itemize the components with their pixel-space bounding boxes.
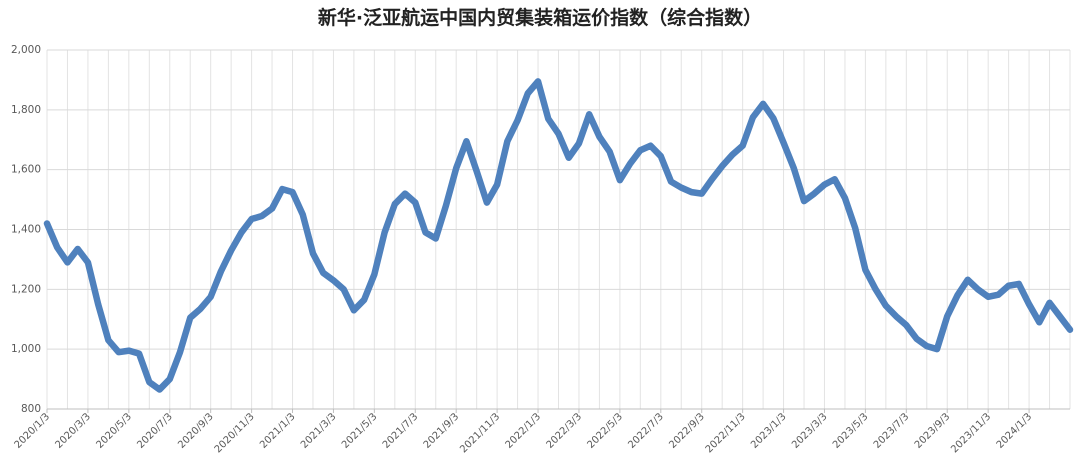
- x-tick-label: 2021/7/3: [381, 411, 421, 451]
- x-tick-label: 2020/1/3: [13, 411, 53, 451]
- y-tick-label: 1,000: [11, 343, 41, 355]
- x-tick-label: 2020/7/3: [135, 411, 175, 451]
- x-tick-label: 2020/3/3: [53, 411, 93, 451]
- x-tick-label: 2021/1/3: [258, 411, 298, 451]
- y-tick-label: 1,400: [11, 224, 41, 236]
- x-tick-label: 2022/11/3: [704, 411, 748, 455]
- data-line: [43, 78, 1074, 393]
- y-tick-label: 1,600: [11, 164, 41, 176]
- x-tick-label: 2021/9/3: [422, 411, 462, 451]
- y-tick-label: 2,000: [11, 44, 41, 56]
- x-tick-label: 2020/11/3: [213, 411, 257, 455]
- chart-title: 新华·泛亚航运中国内贸集装箱运价指数（综合指数）: [318, 6, 762, 29]
- x-tick-label: 2022/3/3: [545, 411, 585, 451]
- x-tick-label: 2023/3/3: [790, 411, 830, 451]
- x-tick-label: 2022/1/3: [504, 411, 544, 451]
- x-tick-label: 2023/1/3: [749, 411, 789, 451]
- x-tick-label: 2020/5/3: [94, 411, 134, 451]
- x-tick-label: 2023/7/3: [872, 411, 912, 451]
- y-tick-label: 800: [21, 403, 41, 415]
- y-tick-label: 1,200: [11, 283, 41, 295]
- x-tick-label: 2023/5/3: [831, 411, 871, 451]
- x-tick-label: 2023/11/3: [949, 411, 993, 455]
- y-tick-label: 1,800: [11, 104, 41, 116]
- x-tick-label: 2021/5/3: [340, 411, 380, 451]
- x-tick-label: 2021/3/3: [299, 411, 339, 451]
- x-tick-label: 2022/9/3: [667, 411, 707, 451]
- x-tick-label: 2023/9/3: [913, 411, 953, 451]
- x-tick-label: 2022/5/3: [585, 411, 625, 451]
- x-tick-label: 2021/11/3: [458, 411, 502, 455]
- x-tick-label: 2020/9/3: [176, 411, 216, 451]
- grid: [46, 49, 1071, 410]
- x-tick-label: 2022/7/3: [626, 411, 666, 451]
- x-tick-label: 2024/1/3: [995, 411, 1035, 451]
